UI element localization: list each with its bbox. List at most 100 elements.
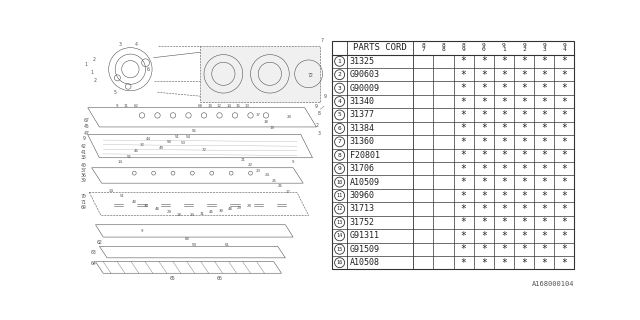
Text: *: * (541, 177, 547, 187)
Text: 9
0: 9 0 (482, 43, 486, 52)
Text: *: * (501, 204, 507, 214)
Text: *: * (461, 244, 467, 254)
Text: 8: 8 (317, 111, 320, 116)
Text: *: * (461, 258, 467, 268)
Bar (332, 41, 575, 269)
Text: *: * (541, 124, 547, 133)
Text: 2: 2 (316, 123, 319, 128)
Text: 46: 46 (209, 211, 214, 214)
Text: *: * (561, 137, 567, 147)
Text: *: * (521, 177, 527, 187)
Text: *: * (541, 258, 547, 268)
Text: *: * (481, 97, 486, 107)
Text: 49: 49 (159, 146, 164, 150)
Text: 42: 42 (81, 144, 87, 149)
Text: 2: 2 (93, 58, 95, 62)
Text: 14: 14 (337, 233, 343, 238)
Text: 37: 37 (81, 168, 87, 173)
Text: 60: 60 (184, 236, 189, 241)
Text: *: * (561, 244, 567, 254)
Text: *: * (521, 56, 527, 66)
Text: 15: 15 (337, 247, 343, 252)
Text: *: * (461, 110, 467, 120)
Text: *: * (461, 124, 467, 133)
Text: *: * (541, 83, 547, 93)
Text: 72: 72 (308, 73, 314, 78)
Text: 34: 34 (190, 213, 195, 218)
Text: *: * (481, 124, 486, 133)
Text: G90009: G90009 (349, 84, 380, 92)
Text: 30: 30 (143, 204, 148, 208)
Text: *: * (461, 217, 467, 228)
Text: *: * (461, 83, 467, 93)
Text: *: * (561, 258, 567, 268)
Text: *: * (501, 137, 507, 147)
Text: *: * (501, 70, 507, 80)
Text: 53: 53 (180, 141, 186, 145)
Text: 17: 17 (256, 113, 260, 117)
Text: 31: 31 (200, 212, 205, 216)
Text: G91311: G91311 (349, 231, 380, 240)
Text: 50: 50 (166, 140, 172, 144)
Text: 48: 48 (155, 207, 160, 211)
Text: *: * (461, 70, 467, 80)
Text: 31360: 31360 (349, 137, 374, 146)
Text: *: * (561, 177, 567, 187)
Text: 9: 9 (323, 94, 326, 100)
Text: *: * (561, 110, 567, 120)
Text: 8
8: 8 8 (442, 43, 445, 52)
Text: *: * (481, 164, 486, 174)
Text: 3: 3 (317, 131, 320, 136)
Text: *: * (521, 217, 527, 228)
Text: *: * (461, 190, 467, 201)
Text: *: * (501, 124, 507, 133)
Text: 9
4: 9 4 (563, 43, 566, 52)
Text: 12: 12 (337, 206, 343, 212)
Text: *: * (561, 217, 567, 228)
Text: 67: 67 (83, 117, 89, 123)
Text: G90603: G90603 (349, 70, 380, 79)
Text: 26: 26 (278, 184, 282, 188)
Text: 38: 38 (81, 155, 87, 160)
Text: *: * (561, 124, 567, 133)
Text: 68: 68 (198, 104, 203, 108)
Text: 3: 3 (119, 42, 122, 47)
Text: *: * (461, 150, 467, 160)
Text: 5: 5 (113, 90, 116, 95)
Text: *: * (561, 190, 567, 201)
Text: 20: 20 (287, 115, 292, 119)
Text: 51: 51 (174, 135, 179, 139)
Text: *: * (501, 83, 507, 93)
Text: *: * (521, 70, 527, 80)
Text: 12: 12 (217, 104, 222, 108)
Text: *: * (461, 231, 467, 241)
Text: 61: 61 (225, 243, 230, 247)
Text: 64: 64 (91, 261, 97, 266)
Text: 14: 14 (118, 160, 123, 164)
Text: *: * (561, 83, 567, 93)
Text: 8
9: 8 9 (461, 43, 465, 52)
Text: 9
3: 9 3 (542, 43, 546, 52)
Text: 70: 70 (81, 194, 87, 199)
Text: *: * (481, 110, 486, 120)
Text: 62: 62 (97, 240, 102, 245)
Text: 40: 40 (132, 200, 137, 204)
Text: 46: 46 (133, 149, 138, 153)
Text: PARTS CORD: PARTS CORD (353, 43, 407, 52)
Text: 30: 30 (218, 209, 223, 213)
Text: 3: 3 (338, 86, 342, 91)
Text: F20801: F20801 (349, 151, 380, 160)
Text: *: * (461, 97, 467, 107)
Text: *: * (521, 204, 527, 214)
Text: *: * (541, 137, 547, 147)
Text: *: * (521, 83, 527, 93)
Text: 7: 7 (321, 38, 323, 43)
Text: A10508: A10508 (349, 258, 380, 267)
Text: *: * (501, 164, 507, 174)
Text: 66: 66 (216, 276, 222, 281)
Text: *: * (541, 97, 547, 107)
Text: 31377: 31377 (349, 110, 374, 119)
Text: 59: 59 (192, 243, 197, 247)
Text: *: * (501, 231, 507, 241)
Text: *: * (541, 231, 547, 241)
